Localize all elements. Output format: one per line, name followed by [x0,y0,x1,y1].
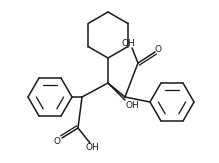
Text: OH: OH [125,102,139,111]
Text: OH: OH [121,39,135,49]
Text: O: O [154,45,161,54]
Text: OH: OH [85,143,99,153]
Text: O: O [53,136,60,146]
